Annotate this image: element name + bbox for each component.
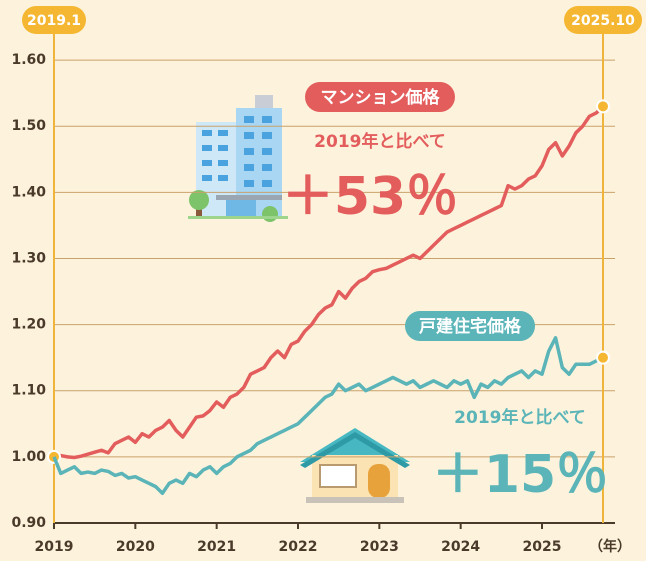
date-label: 2025.10 bbox=[571, 13, 635, 29]
x-tick-label: 2021 bbox=[197, 539, 236, 555]
y-tick-label: 1.00 bbox=[11, 449, 46, 465]
x-tick-label: 2019 bbox=[35, 539, 74, 555]
y-tick-label: 1.60 bbox=[11, 52, 46, 68]
x-tick-label: 2025 bbox=[523, 539, 562, 555]
x-unit: （年） bbox=[589, 538, 631, 555]
building-icon bbox=[188, 95, 288, 222]
y-tick-label: 0.90 bbox=[11, 515, 46, 531]
y-tick-label: 1.20 bbox=[11, 317, 46, 333]
end-dot bbox=[597, 100, 609, 112]
annotation: 2019年と比べて bbox=[314, 131, 446, 152]
end-dot bbox=[597, 352, 609, 364]
change-label: ＋53％ bbox=[282, 167, 458, 227]
x-tick-label: 2020 bbox=[116, 539, 155, 555]
series-line bbox=[54, 106, 603, 457]
change-label: ＋15％ bbox=[432, 445, 608, 505]
x-tick-label: 2024 bbox=[441, 539, 480, 555]
legend-label: マンション価格 bbox=[321, 87, 441, 108]
house-icon bbox=[300, 428, 410, 503]
annotation: 2019年と比べて bbox=[454, 407, 586, 428]
chart: 0.90 1.00 1.10 1.20 1.30 1.40 1.50 1.60 2019 2020… bbox=[0, 0, 646, 557]
y-tick-label: 1.30 bbox=[11, 250, 46, 266]
y-tick-label: 1.10 bbox=[11, 383, 46, 399]
y-tick-label: 1.40 bbox=[11, 184, 46, 200]
x-tick-label: 2023 bbox=[360, 539, 399, 555]
legend-label: 戸建住宅価格 bbox=[419, 316, 522, 337]
date-label: 2019.1 bbox=[27, 13, 81, 29]
x-tick-label: 2022 bbox=[279, 539, 318, 555]
y-tick-label: 1.50 bbox=[11, 118, 46, 134]
